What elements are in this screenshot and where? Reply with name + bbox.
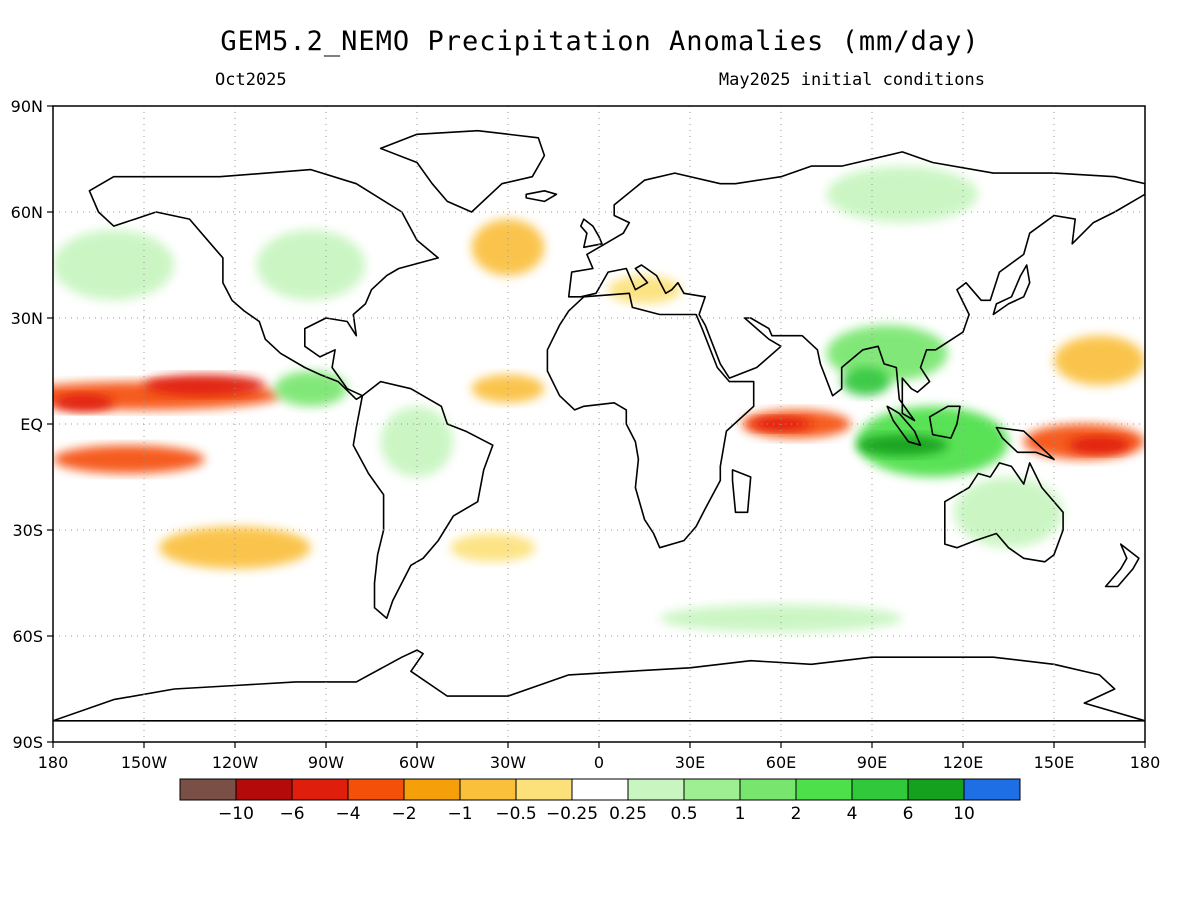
coastline-eurasia	[567, 151, 1145, 422]
colorbar-label: 1	[735, 804, 746, 824]
anomaly-sw-atlantic-dry	[450, 533, 536, 562]
anomaly-w-pacific-dry-core	[1069, 436, 1130, 455]
colorbar-label: 6	[903, 804, 914, 824]
anomaly-mediterranean-dry	[608, 275, 681, 304]
coastline-new-zealand	[1104, 543, 1140, 588]
lat-tick-label: EQ	[20, 415, 43, 434]
anomaly-se-pacific-dry	[159, 526, 311, 569]
lat-tick-label: 60S	[12, 627, 43, 646]
lon-tick-label: 150W	[121, 753, 168, 772]
anomaly-fields	[53, 166, 1145, 633]
lon-tick-label: 30W	[490, 753, 526, 772]
lon-tick-label: 120W	[212, 753, 259, 772]
colorbar-label: 0.25	[609, 804, 647, 824]
lon-tick-label: 60W	[399, 753, 435, 772]
colorbar-label: −10	[218, 804, 254, 824]
coastline-africa	[546, 292, 755, 549]
coastline-australia	[943, 462, 1064, 563]
colorbar-swatch	[683, 778, 741, 801]
anomaly-s-pacific-dry	[53, 445, 205, 474]
colorbar-swatch	[851, 778, 909, 801]
colorbar-swatch	[403, 778, 461, 801]
anomaly-australia-wet	[953, 476, 1064, 548]
init-conditions-label: May2025 initial conditions	[718, 70, 985, 90]
lon-tick-label: 90E	[857, 753, 887, 772]
colorbar-label: −0.25	[546, 804, 598, 824]
coastline-uk	[579, 218, 603, 249]
colorbar-label: −4	[335, 804, 360, 824]
lat-tick-label: 30N	[11, 309, 43, 328]
coastline-japan	[992, 264, 1031, 316]
anomaly-pacific-itcz-dry-core	[144, 374, 266, 396]
colorbar-label: 4	[847, 804, 858, 824]
lon-tick-label: 180	[1130, 753, 1161, 772]
coastline-madagascar	[731, 469, 752, 514]
colorbar-swatch	[795, 778, 853, 801]
anomaly-pacific-itcz-dry-west	[53, 393, 114, 412]
lat-tick-label: 30S	[12, 521, 43, 540]
lat-tick-label: 90S	[12, 733, 43, 752]
anomaly-bay-bengal-wet	[841, 367, 891, 396]
colorbar-label: 0.5	[670, 804, 697, 824]
coastline-antarctica	[53, 649, 1145, 722]
anomaly-n-america-wet	[256, 229, 366, 301]
colorbar-label: −1	[447, 804, 472, 824]
lon-tick-label: 180	[38, 753, 69, 772]
colorbar-swatch	[291, 778, 349, 801]
colorbar: −10 −6 −4 −2 −1 −0.5 −0.25 0.25 0.5 1 2 4 6 10	[179, 778, 1021, 824]
colorbar-swatch	[179, 778, 237, 801]
colorbar-swatch	[627, 778, 685, 801]
colorbar-label: 2	[791, 804, 802, 824]
coastline-indonesia-borneo	[928, 405, 961, 439]
lon-tick-label: 0	[594, 753, 604, 772]
colorbar-swatch	[739, 778, 797, 801]
coastlines	[53, 129, 1145, 722]
colorbar-swatch	[963, 778, 1021, 801]
coastline-new-guinea	[995, 426, 1055, 461]
anomaly-nw-pacific-dry	[1054, 335, 1145, 386]
anomaly-n-atlantic-dry	[471, 219, 545, 276]
colorbar-swatch	[235, 778, 293, 801]
anomaly-south-america-wet	[380, 406, 454, 477]
anomaly-southern-ocean-wet	[659, 604, 903, 633]
colorbar-swatch	[515, 778, 573, 801]
colorbar-swatch	[907, 778, 965, 801]
anomaly-maritime-wet-core	[856, 434, 948, 456]
lon-tick-label: 30E	[675, 753, 705, 772]
figure-title: GEM5.2_NEMO Precipitation Anomalies (mm/…	[220, 26, 980, 57]
coastline-south-america	[352, 380, 494, 620]
lat-tick-label: 60N	[11, 203, 43, 222]
lat-tick-label: 90N	[11, 97, 43, 116]
colorbar-swatch	[571, 778, 629, 801]
lon-tick-label: 120E	[943, 753, 984, 772]
valid-month-label: Oct2025	[215, 70, 287, 90]
colorbar-label: 10	[953, 804, 975, 824]
colorbar-swatch	[459, 778, 517, 801]
coastline-greenland	[379, 129, 546, 213]
colorbar-label: −0.5	[495, 804, 536, 824]
anomaly-siberia-wet	[826, 166, 979, 223]
anomaly-e-pacific-wet	[274, 371, 348, 407]
axis-ticks: 180 150W 120W 90W 60W 30W 0 30E 60E 90E 120E 150E 18…	[11, 97, 1161, 772]
colorbar-label: −2	[391, 804, 416, 824]
anomaly-south-asia-wet	[826, 325, 948, 382]
coastline-iceland	[525, 190, 558, 203]
colorbar-label: −6	[279, 804, 304, 824]
lon-tick-label: 150E	[1034, 753, 1075, 772]
coastline-indonesia-sumatra	[886, 405, 922, 447]
coastline-north-america	[88, 168, 440, 401]
colorbar-swatch	[347, 778, 405, 801]
lon-tick-label: 60E	[766, 753, 796, 772]
lon-tick-label: 90W	[308, 753, 344, 772]
gridlines	[53, 106, 1145, 742]
anomaly-n-pacific-wet	[53, 229, 175, 301]
